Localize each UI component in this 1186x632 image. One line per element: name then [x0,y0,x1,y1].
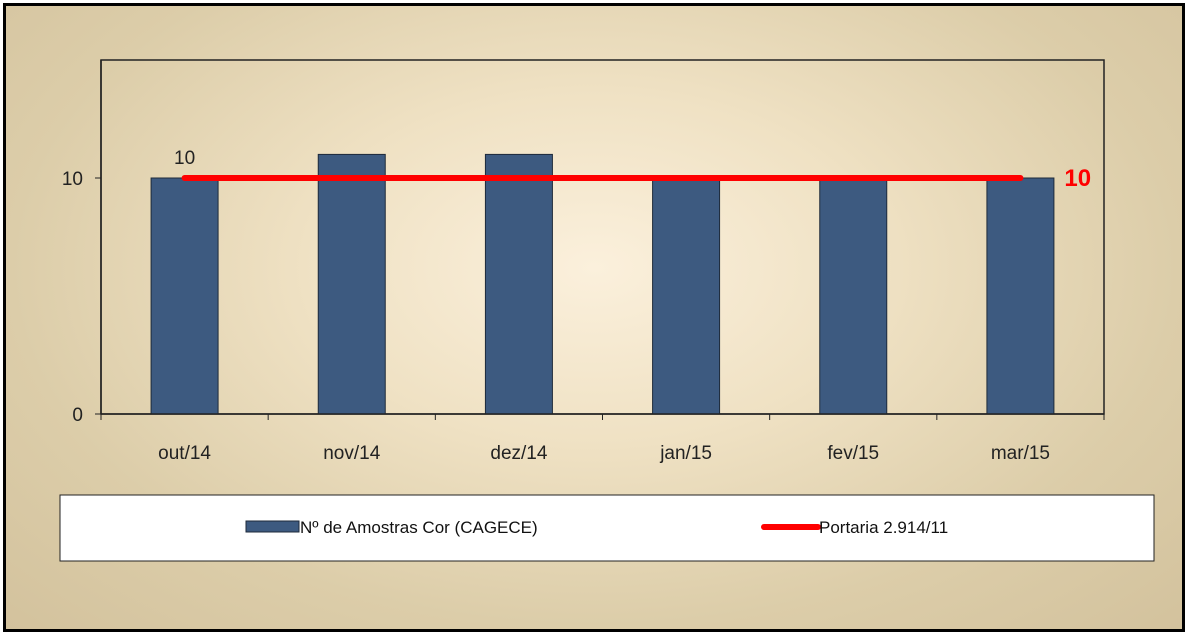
y-tick-label: 10 [62,169,83,190]
legend-swatch-bars [245,520,300,533]
legend-label-bars: Nº de Amostras Cor (CAGECE) [300,518,538,537]
y-axis: 0 10 [62,60,102,426]
bar-nov-14 [317,153,386,415]
data-labels-group: 10 [174,148,195,169]
plot-area [100,59,1105,415]
x-tick-label: out/14 [158,443,211,464]
x-tick-label: jan/15 [659,443,712,464]
bar-fev-15 [819,177,888,415]
reference-line-group: 10 [181,165,1091,192]
bar-out-14 [150,177,219,415]
bar-jan-15 [652,177,721,415]
bars-group [150,153,1055,415]
x-axis: out/14 nov/14 dez/14 jan/15 fev/15 mar/15 [100,413,1105,464]
legend: Nº de Amostras Cor (CAGECE) Portaria 2.9… [59,494,1155,562]
x-tick-label: nov/14 [323,443,380,464]
chart-frame: out/14 nov/14 dez/14 jan/15 fev/15 mar/15 0 10… [3,3,1185,632]
y-tick-label: 0 [72,405,83,426]
legend-label-reference-line: Portaria 2.914/11 [819,518,948,537]
data-label: 10 [174,148,195,169]
bar-dez-14 [484,153,553,415]
legend-box [59,494,1155,562]
bar-mar-15 [986,177,1055,415]
reference-line-label: 10 [1064,165,1091,192]
x-tick-label: fev/15 [827,443,879,464]
x-tick-label: mar/15 [991,443,1050,464]
x-tick-label: dez/14 [490,443,547,464]
bar-chart: out/14 nov/14 dez/14 jan/15 fev/15 mar/15 0 10… [59,59,1155,562]
